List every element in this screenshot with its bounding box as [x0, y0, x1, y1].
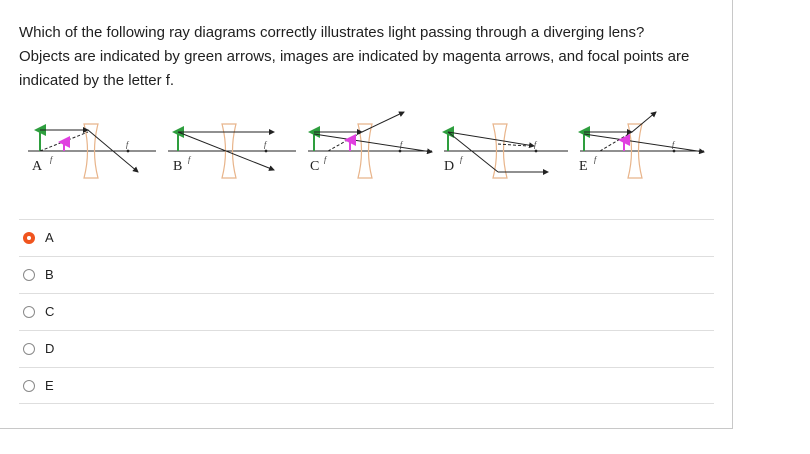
option-b[interactable]: B — [19, 256, 714, 293]
focal-mark-c-left: f — [324, 155, 328, 164]
focal-mark-a-left: f — [50, 155, 54, 164]
ray-diagrams-figure: A f f B f f C f — [28, 111, 705, 179]
question-line-2: Objects are indicated by green arrows, i… — [19, 48, 690, 65]
diagram-label-c: C — [310, 159, 319, 174]
focal-mark-e-right: f — [672, 140, 676, 149]
diagram-label-d: D — [444, 159, 454, 174]
option-label: E — [45, 378, 54, 393]
radio-selected-icon[interactable] — [23, 232, 35, 244]
radio-icon[interactable] — [23, 306, 35, 318]
diagram-label-a: A — [32, 159, 43, 174]
focal-mark-a-right: f — [126, 140, 130, 149]
option-e[interactable]: E — [19, 367, 714, 404]
radio-icon[interactable] — [23, 380, 35, 392]
option-label: D — [45, 341, 55, 356]
question-card: Which of the following ray diagrams corr… — [0, 0, 733, 429]
question-line-3: indicated by the letter f. — [19, 72, 175, 89]
diagram-e: E f f — [578, 111, 705, 179]
question-line-1: Which of the following ray diagrams corr… — [19, 24, 645, 41]
option-label: C — [45, 304, 55, 319]
option-label: A — [45, 230, 54, 245]
diagram-label-e: E — [579, 159, 588, 174]
option-c[interactable]: C — [19, 293, 714, 330]
answer-options: A B C D E — [19, 219, 714, 404]
diagram-d: D f f — [442, 123, 568, 179]
diagram-a: A f f — [28, 123, 156, 179]
radio-icon[interactable] — [23, 269, 35, 281]
option-label: B — [45, 267, 54, 282]
radio-icon[interactable] — [23, 343, 35, 355]
question-text: Which of the following ray diagrams corr… — [19, 21, 719, 93]
option-d[interactable]: D — [19, 330, 714, 367]
focal-mark-d-right: f — [534, 140, 538, 149]
option-a[interactable]: A — [19, 219, 714, 256]
focal-mark-b-right: f — [264, 140, 268, 149]
focal-mark-b-left: f — [188, 155, 192, 164]
focal-mark-d-left: f — [460, 155, 464, 164]
diagram-label-b: B — [173, 159, 182, 174]
focal-mark-e-left: f — [594, 155, 598, 164]
diagram-b: B f f — [168, 123, 296, 179]
diagram-c: C f f — [308, 111, 433, 179]
focal-mark-c-right: f — [400, 140, 404, 149]
